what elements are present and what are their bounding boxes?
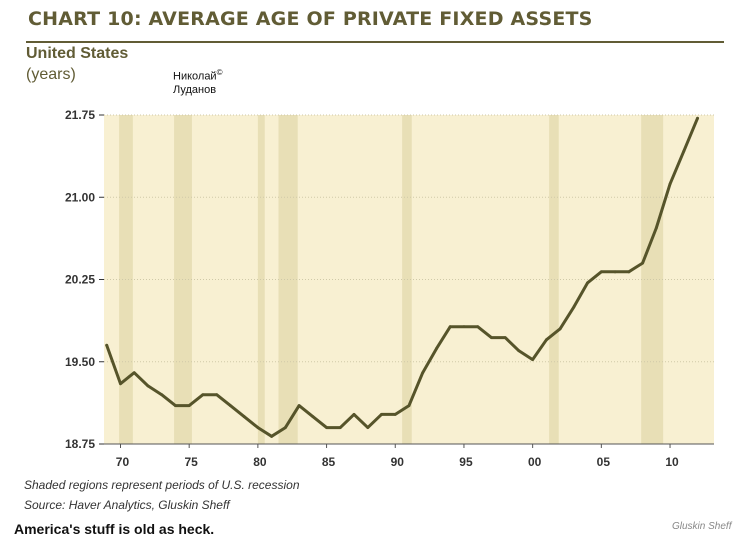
data-point-2008 (641, 261, 644, 265)
data-point-1989 (380, 412, 383, 416)
y-axis: 18.75 19.50 20.25 21.00 21.75 (65, 108, 104, 451)
data-point-1985 (325, 426, 328, 429)
data-point-1980 (256, 426, 260, 429)
data-point-1970 (119, 382, 122, 386)
x-tick-label: 90 (391, 455, 405, 469)
chart-title: CHART 10: AVERAGE AGE OF PRIVATE FIXED A… (28, 8, 593, 30)
data-point-1990 (393, 412, 397, 416)
y-tick-label: 21.75 (65, 108, 95, 122)
image-caption: America's stuff is old as heck. (14, 521, 215, 537)
data-point-1987 (352, 412, 356, 416)
data-point-2009 (654, 226, 658, 230)
data-point-1982 (283, 426, 287, 429)
data-point-1977 (215, 393, 219, 397)
copyright-mark: © (216, 68, 223, 77)
x-tick-label: 85 (322, 455, 336, 469)
y-tick-label: 18.75 (65, 437, 95, 451)
y-tick-label: 19.50 (65, 355, 95, 369)
x-tick-label: 00 (528, 455, 542, 469)
data-point-2005 (599, 270, 603, 274)
data-point-2002 (558, 327, 562, 331)
data-point-1981 (270, 434, 274, 438)
data-point-1969 (105, 343, 109, 347)
data-point-1999 (517, 349, 521, 353)
data-point-2004 (586, 281, 590, 285)
data-point-1997 (490, 336, 493, 340)
data-point-1988 (366, 426, 370, 429)
y-tick-label: 21.00 (65, 190, 95, 204)
data-point-1995 (462, 325, 466, 329)
data-point-1971 (132, 371, 136, 375)
data-point-1973 (160, 393, 164, 397)
data-point-1975 (187, 404, 191, 408)
title-divider (26, 41, 724, 43)
data-point-2010 (668, 182, 672, 186)
x-tick-label: 75 (185, 455, 199, 469)
x-tick-label: 95 (459, 455, 473, 469)
data-point-1974 (174, 404, 177, 408)
author-watermark: Николай© Луданов (173, 66, 223, 97)
data-point-1979 (242, 415, 246, 418)
recession-band-5 (402, 115, 412, 444)
recession-band-4 (278, 115, 298, 444)
recession-band-3 (257, 115, 265, 444)
x-tick-label: 80 (253, 455, 267, 469)
data-point-1978 (228, 404, 232, 408)
recession-note: Shaded regions represent periods of U.S.… (24, 478, 300, 492)
data-point-1998 (503, 336, 507, 340)
y-tick-label: 20.25 (65, 273, 95, 287)
series-line (105, 116, 699, 438)
data-point-1983 (297, 404, 301, 408)
recession-band-6 (549, 115, 559, 444)
data-point-2000 (531, 358, 535, 361)
x-tick-label: 05 (597, 455, 611, 469)
data-point-1992 (421, 371, 425, 375)
data-point-1991 (407, 404, 411, 408)
data-point-1994 (448, 325, 452, 329)
credit-label: Gluskin Sheff (672, 521, 732, 532)
y-axis-units: (years) (26, 66, 76, 83)
source-note: Source: Haver Analytics, Gluskin Sheff (24, 498, 230, 512)
data-point-2007 (627, 270, 631, 274)
data-point-1984 (311, 415, 315, 418)
data-point-1986 (338, 426, 342, 429)
x-tick-label: 70 (116, 455, 130, 469)
data-point-2003 (572, 305, 576, 309)
data-point-2012 (696, 116, 699, 120)
data-point-2001 (544, 338, 548, 342)
chart-subtitle: United States (26, 45, 129, 62)
author-name-line2: Луданов (173, 83, 217, 96)
data-point-2011 (682, 149, 686, 153)
data-point-1972 (146, 384, 150, 388)
data-point-1993 (435, 347, 438, 350)
x-tick-label: 10 (665, 455, 679, 469)
data-point-1996 (476, 325, 480, 329)
data-point-1976 (201, 393, 205, 397)
recession-band-7 (641, 115, 664, 444)
x-axis: 70 75 80 85 90 95 00 05 10 (104, 443, 714, 469)
author-name-line1: Николай (173, 70, 217, 83)
series-points (105, 116, 699, 438)
data-point-2006 (613, 270, 617, 274)
